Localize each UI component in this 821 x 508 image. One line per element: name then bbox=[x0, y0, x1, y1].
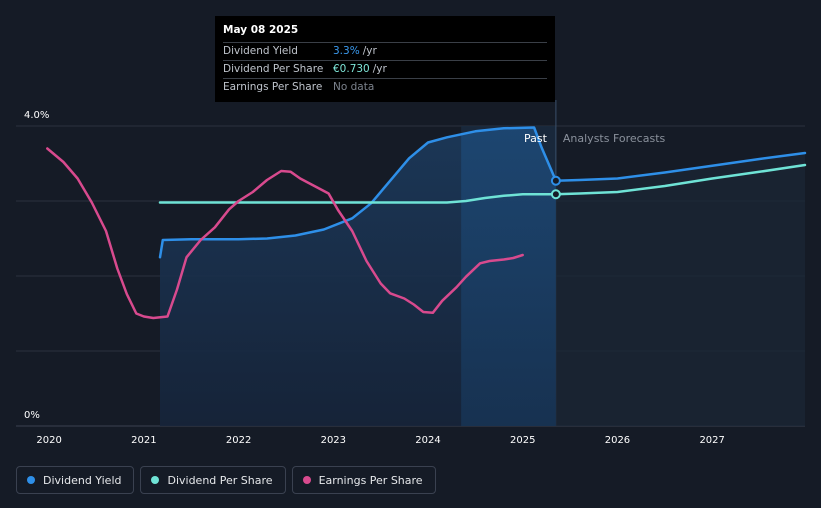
axis-labels: 2020 2021 2022 2023 2024 2025 2026 2027 4.0% 0% Pa… bbox=[24, 110, 725, 446]
x-tick-label: 2021 bbox=[131, 435, 156, 446]
x-tick-label: 2020 bbox=[36, 435, 61, 446]
tooltip-label: Earnings Per Share bbox=[223, 81, 323, 93]
tooltip-value: €0.730 bbox=[333, 63, 370, 75]
tooltip-value: No data bbox=[333, 81, 375, 93]
legend-item-dividend-yield[interactable]: Dividend Yield bbox=[16, 466, 135, 494]
tooltip-label: Dividend Yield bbox=[223, 45, 298, 57]
tooltip: May 08 2025 Dividend Yield 3.3% /yr Divi… bbox=[215, 16, 555, 102]
y-tick-label: 4.0% bbox=[24, 110, 49, 121]
dividend-yield-marker bbox=[550, 175, 561, 186]
legend-dot-icon bbox=[27, 476, 35, 484]
past-region-label: Past bbox=[524, 132, 548, 145]
legend-item-earnings-per-share[interactable]: Earnings Per Share bbox=[291, 466, 436, 494]
tooltip-date: May 08 2025 bbox=[223, 24, 299, 36]
x-tick-label: 2023 bbox=[321, 435, 346, 446]
dividend-yield-line bbox=[158, 126, 807, 259]
legend-dot-icon bbox=[302, 476, 311, 484]
area-fills bbox=[159, 127, 805, 426]
yield-area-forecast bbox=[555, 153, 805, 426]
x-tick-label: 2027 bbox=[699, 435, 724, 446]
legend-label: Dividend Yield bbox=[43, 473, 122, 487]
forecast-region-label: Analysts Forecasts bbox=[563, 132, 666, 145]
dividend-per-share-marker bbox=[550, 189, 561, 200]
tooltip-unit: /yr bbox=[362, 45, 377, 57]
tooltip-row-dividend-per-share: Dividend Per Share €0.730 /yr bbox=[223, 60, 547, 78]
series-lines bbox=[46, 126, 807, 320]
tooltip-row-earnings-per-share: Earnings Per Share No data bbox=[223, 78, 547, 96]
tooltip-unit: /yr bbox=[372, 63, 387, 75]
legend-label: Dividend Per Share bbox=[167, 473, 273, 487]
legend-dot-icon bbox=[151, 476, 160, 484]
earnings-per-share-line bbox=[46, 147, 524, 320]
tooltip-row-dividend-yield: Dividend Yield 3.3% /yr bbox=[223, 42, 547, 60]
legend-label: Earnings Per Share bbox=[318, 473, 423, 487]
legend: Dividend Yield Dividend Per Share Earnin… bbox=[16, 466, 436, 494]
x-tick-label: 2026 bbox=[605, 435, 630, 446]
markers bbox=[550, 175, 561, 200]
legend-item-dividend-per-share[interactable]: Dividend Per Share bbox=[140, 466, 286, 494]
x-tick-label: 2024 bbox=[415, 435, 440, 446]
x-tick-label: 2022 bbox=[226, 435, 251, 446]
tooltip-label: Dividend Per Share bbox=[223, 63, 324, 75]
y-tick-label: 0% bbox=[24, 410, 40, 421]
tooltip-value: 3.3% bbox=[333, 45, 360, 57]
dividend-per-share-line bbox=[158, 163, 807, 204]
yield-area-highlight bbox=[461, 127, 556, 426]
x-tick-label: 2025 bbox=[510, 435, 535, 446]
